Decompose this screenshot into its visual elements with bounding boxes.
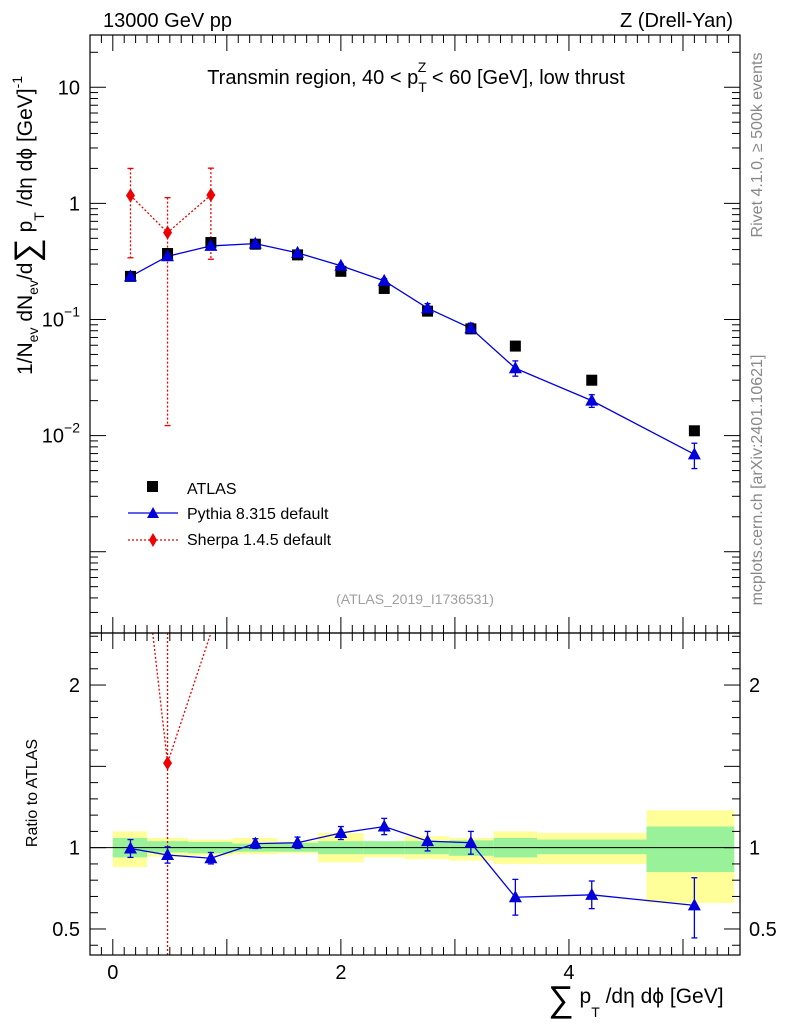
main-marks: [123, 167, 701, 470]
y-tick-label-exp: −1: [64, 303, 80, 319]
sherpa-point: [125, 188, 135, 203]
ylabel-part-2: dN: [14, 295, 37, 328]
ratio-pythia-point: [248, 836, 262, 849]
pythia-point: [123, 269, 137, 282]
ratio-y-tick-label-right-1: 1: [749, 838, 760, 860]
y-tick-label-base: 10: [42, 426, 64, 448]
ratio-pythia-point: [291, 835, 305, 848]
ratio-pythia-point: [421, 834, 435, 847]
atlas-point: [586, 374, 598, 386]
atlas-point: [378, 282, 390, 294]
ylabel-part-0: 1/N: [14, 342, 37, 375]
legend-pythia-marker: [147, 507, 159, 518]
ratio-y-tick-label-1: 1: [69, 838, 80, 860]
atlas-point: [688, 425, 700, 437]
ratio-panel: 0 2 4 0.5 0.5 1 1 2 2 Ratio to ATLAS: [24, 632, 777, 984]
ratio-y-tick-label-2: 2: [69, 675, 80, 697]
y-tick-label-2: 10−1: [42, 303, 80, 331]
legend-atlas-marker: [147, 481, 158, 492]
band-inner: [646, 826, 735, 873]
pythia-point: [687, 447, 701, 460]
ylabel-part-9: -1: [9, 76, 25, 89]
legend: ATLAS Pythia 8.315 default Sherpa 1.4.5 …: [128, 481, 332, 549]
main-ylabel: 1/Nev dNev/d∑ pT /dη dϕ [GeV]-1: [8, 76, 47, 375]
xlabel-part-3: /dη dϕ [GeV]: [600, 985, 724, 1008]
atlas-point: [509, 340, 521, 352]
y-tick-label-1: 1: [69, 193, 80, 215]
ratio-marks: [90, 632, 740, 955]
ratio-sherpa-point: [163, 756, 173, 771]
pythia-point: [204, 238, 218, 251]
header-right: Z (Drell-Yan): [620, 10, 733, 32]
main-title-sub: T: [418, 79, 427, 95]
sherpa-point: [163, 225, 173, 240]
y-tick-label-0: 10: [58, 77, 80, 99]
main-title: Transmin region, 40 < pTZ < 60 [GeV], lo…: [207, 59, 625, 95]
ylabel-part-6: p: [14, 221, 37, 239]
ratio-pythia-point: [464, 835, 478, 848]
pythia-point: [585, 393, 599, 406]
sherpa-line: [130, 194, 212, 234]
legend-sherpa-label: Sherpa 1.4.5 default: [187, 532, 332, 549]
xlabel-part-2: T: [591, 1004, 600, 1020]
x-tick-label-2: 4: [563, 962, 574, 984]
pythia-point: [508, 361, 522, 374]
ratio-frame: [89, 632, 741, 956]
pythia-line: [130, 242, 695, 455]
ratio-y-tick-label-right-0: 0.5: [749, 919, 777, 941]
atlas-point: [335, 265, 347, 277]
pythia-point: [464, 321, 478, 334]
pythia-point: [334, 258, 348, 271]
pythia-point: [291, 245, 305, 258]
legend-atlas-label: ATLAS: [187, 481, 237, 498]
main-title-before: Transmin region, 40 < p: [207, 67, 418, 89]
x-tick-label-1: 2: [335, 962, 346, 984]
pythia-point: [377, 273, 391, 286]
ylabel-part-3: ev: [25, 280, 41, 295]
ylabel-part-4: /d: [14, 263, 37, 281]
pythia-point: [161, 249, 175, 262]
ratio-ylabel: Ratio to ATLAS: [24, 739, 41, 847]
ratio-pythia-point: [687, 898, 701, 911]
ratio-pythia-point: [123, 841, 137, 854]
ratio-pythia-point: [161, 847, 175, 860]
x-tick-label-0: 0: [107, 962, 118, 984]
y-tick-label-exp: −2: [64, 420, 80, 436]
legend-sherpa-marker: [149, 533, 157, 547]
ratio-pythia-point: [204, 851, 218, 864]
header-left: 13000 GeV pp: [103, 10, 232, 32]
ratio-pythia-point: [508, 890, 522, 903]
ylabel-part-8: /dη dϕ [GeV]: [14, 88, 37, 212]
ratio-pythia-point: [585, 887, 599, 900]
watermark: (ATLAS_2019_I1736531): [336, 591, 494, 607]
y-tick-label-3: 10−2: [42, 420, 80, 448]
xlabel-part-1: p: [574, 985, 592, 1008]
ylabel-part-7: T: [31, 212, 47, 221]
y-tick-label-base: 10: [42, 309, 64, 331]
legend-pythia-label: Pythia 8.315 default: [187, 506, 329, 523]
xlabel-part-0: ∑: [548, 978, 574, 1019]
ratio-y-tick-label-0: 0.5: [52, 919, 80, 941]
ratio-axes: 0 2 4 0.5 0.5 1 1 2 2: [52, 633, 777, 984]
ylabel-part-1: ev: [25, 328, 41, 343]
ratio-y-tick-label-right-2: 2: [749, 675, 760, 697]
ratio-pythia-line: [130, 825, 695, 907]
pythia-point: [421, 301, 435, 314]
ylabel-part-5: ∑: [8, 238, 46, 262]
band-inner: [537, 839, 647, 855]
main-title-sup: Z: [418, 59, 427, 75]
mcplots-label: mcplots.cern.ch [arXiv:2401.10621]: [749, 355, 766, 606]
ratio-sherpa-line: [152, 632, 212, 764]
sherpa-point: [206, 188, 216, 203]
pythia-point: [248, 236, 262, 249]
xlabel: ∑ pT /dη dϕ [GeV]: [548, 978, 724, 1020]
main-title-after: < 60 [GeV], low thrust: [426, 67, 625, 89]
ratio-pythia-point: [334, 826, 348, 839]
rivet-label: Rivet 4.1.0, ≥ 500k events: [749, 53, 766, 238]
ratio-pythia-point: [377, 819, 391, 832]
